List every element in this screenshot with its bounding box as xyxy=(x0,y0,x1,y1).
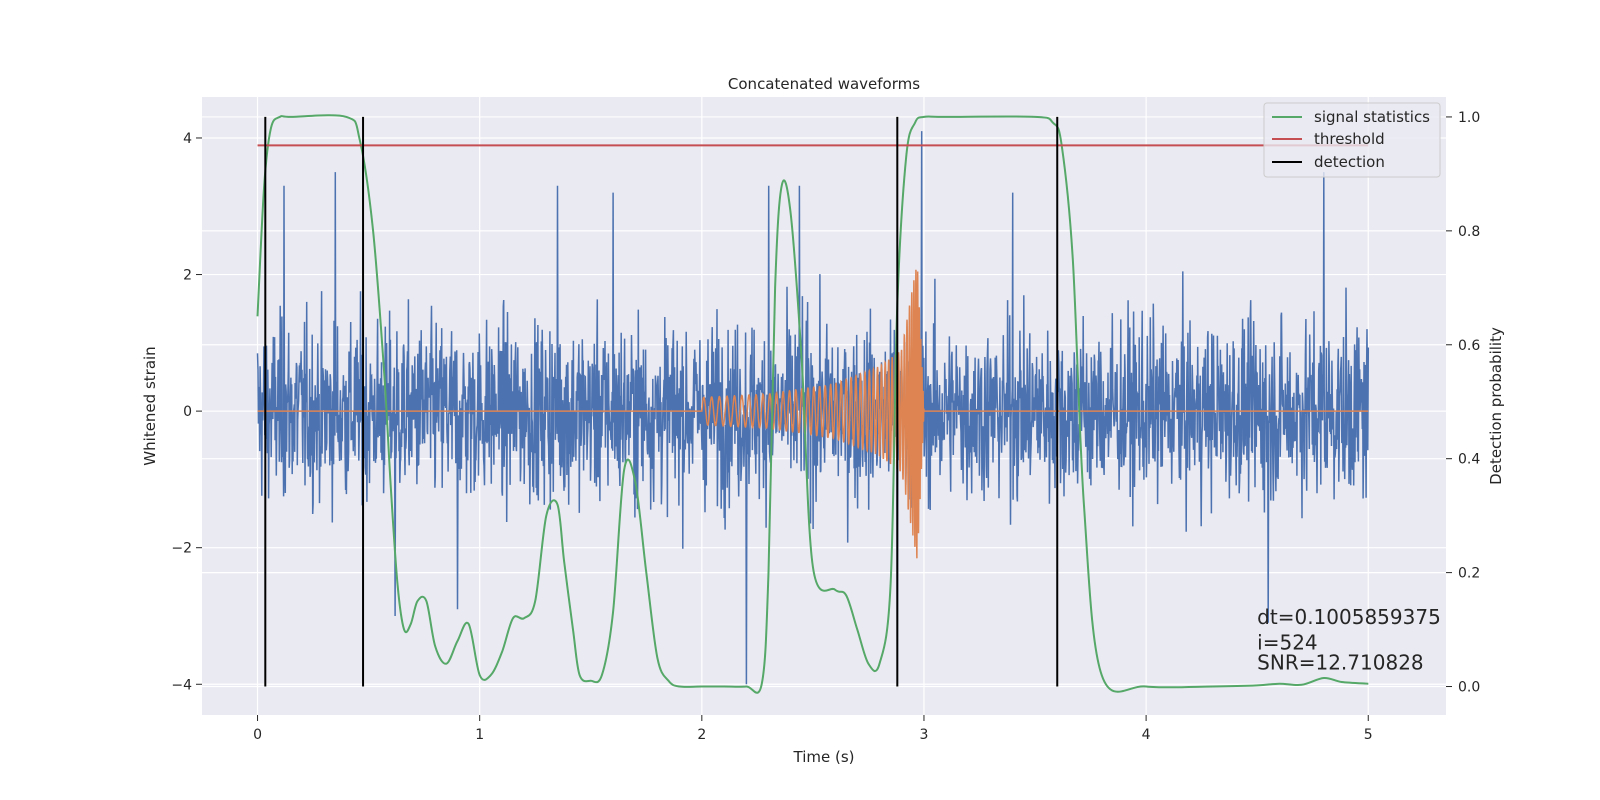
y-axis-label-right: Detection probability xyxy=(1487,327,1505,485)
x-tick-label: 4 xyxy=(1142,727,1151,743)
x-tick-label: 0 xyxy=(253,727,262,743)
y-tick-label-right: 0.2 xyxy=(1458,566,1480,582)
legend-label-signal-statistics: signal statistics xyxy=(1314,108,1430,126)
chirp-line xyxy=(257,269,1369,559)
y-tick-label-right: 1.0 xyxy=(1458,110,1480,126)
y-axis-label-left: Whitened strain xyxy=(141,346,159,465)
x-tick-label: 5 xyxy=(1364,727,1373,743)
probability-series xyxy=(256,114,1369,694)
annotation-text: dt=0.1005859375 xyxy=(1257,605,1441,629)
chart-title: Concatenated waveforms xyxy=(728,75,920,93)
chirp-series xyxy=(257,269,1369,559)
legend-box xyxy=(1263,102,1441,178)
strain-series xyxy=(256,131,1370,685)
legend-label-threshold: threshold xyxy=(1314,130,1385,148)
y-tick-label-right: 0.0 xyxy=(1458,680,1480,696)
y-tick-label-left: −2 xyxy=(171,541,192,557)
detection-series xyxy=(264,116,1059,687)
annotation-text: i=524 xyxy=(1257,630,1318,654)
y-tick-label-left: 4 xyxy=(183,131,192,147)
y-tick-label-left: −4 xyxy=(171,677,192,693)
legend: signal statistics threshold detection xyxy=(1263,102,1441,178)
x-tick-label: 3 xyxy=(920,727,929,743)
x-axis-label: Time (s) xyxy=(793,748,855,766)
annotation-text: SNR=12.710828 xyxy=(1257,650,1423,674)
legend-label-detection: detection xyxy=(1314,153,1385,171)
y-tick-label-right: 0.4 xyxy=(1458,452,1480,468)
x-tick-label: 1 xyxy=(475,727,484,743)
x-tick-label: 2 xyxy=(697,727,706,743)
strain-line xyxy=(256,131,1370,685)
y-tick-label-left: 0 xyxy=(183,404,192,420)
signal-statistics-line xyxy=(256,114,1369,694)
y-tick-label-right: 0.6 xyxy=(1458,338,1480,354)
y-tick-label-right: 0.8 xyxy=(1458,224,1480,240)
ticks: 0 1 2 3 4 5 −4 −2 0 2 4 0.0 0.2 0.4 0.6 0.8 1.0 xyxy=(171,110,1480,743)
y-tick-label-left: 2 xyxy=(183,268,192,284)
